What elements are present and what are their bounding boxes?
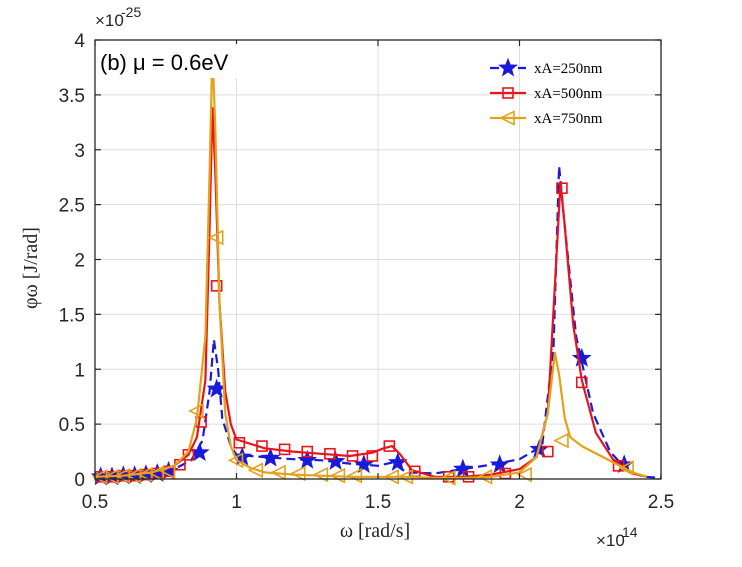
y-tick-label: 1	[74, 360, 85, 381]
y-tick-label: 2	[74, 251, 85, 272]
y-tick-label: 1.5	[59, 305, 85, 326]
y-multiplier-exponent: -25	[121, 4, 141, 20]
legend-label: xA=250nm	[534, 61, 603, 77]
legend-label: xA=750nm	[534, 111, 603, 127]
data-point	[353, 454, 374, 474]
legend-label: xA=500nm	[534, 86, 603, 102]
legend-marker	[502, 87, 514, 99]
x-tick-label: 1.5	[365, 492, 391, 513]
x-tick-label: 0.5	[82, 492, 108, 513]
legend: xA=250nm xA=500nm xA=750nm	[490, 57, 603, 127]
data-point	[618, 460, 634, 476]
data-point	[188, 403, 204, 419]
y-tick-label: 4	[74, 31, 85, 52]
series-line	[94, 106, 648, 478]
series-line	[94, 49, 648, 479]
legend-marker	[499, 110, 515, 126]
data-point	[553, 432, 569, 449]
y-tick-label: 0.5	[59, 415, 85, 436]
series-group	[90, 49, 662, 486]
y-tick-label: 2.5	[59, 196, 85, 217]
data-point	[247, 462, 264, 479]
panel-annotation: (b) μ = 0.6eV	[100, 50, 229, 75]
data-point	[207, 229, 224, 246]
x-tick-label: 2.5	[648, 492, 674, 513]
data-point	[516, 466, 532, 483]
x-multiplier-base: ×10	[596, 531, 625, 550]
y-multiplier: ×10 -25	[95, 4, 141, 30]
annotation-background	[97, 44, 272, 78]
data-point	[397, 469, 414, 485]
y-tick-label: 0	[74, 470, 85, 491]
data-point	[439, 470, 456, 486]
y-axis-label: φω [J/rad]	[20, 227, 42, 309]
data-point	[301, 445, 314, 458]
data-point	[541, 445, 554, 458]
grid	[94, 39, 662, 480]
x-multiplier-exponent: 14	[622, 524, 638, 540]
ticks: 0.5 1 1.5 2 2.500.511.522.533.54	[59, 31, 675, 513]
data-point	[159, 463, 176, 480]
data-point	[383, 440, 396, 452]
data-point	[324, 447, 336, 460]
series-2	[91, 49, 648, 486]
data-point	[278, 443, 291, 456]
data-point	[256, 440, 268, 452]
x-tick-label: 2	[514, 492, 525, 513]
series-0	[90, 165, 662, 486]
x-tick-label: 1	[231, 492, 242, 513]
data-point	[476, 469, 493, 485]
x-axis-label: ω [rad/s]	[340, 520, 410, 542]
data-point	[297, 449, 318, 469]
y-tick-label: 3.5	[59, 86, 85, 107]
legend-marker	[498, 57, 518, 77]
y-tick-label: 3	[74, 141, 85, 162]
data-point	[575, 376, 588, 389]
data-point	[289, 465, 306, 482]
y-multiplier-base: ×10	[95, 11, 124, 30]
data-point	[233, 436, 246, 449]
series-line	[94, 165, 662, 479]
data-point	[260, 447, 281, 467]
data-point	[270, 464, 286, 481]
data-point	[210, 280, 223, 292]
series-1	[94, 106, 648, 483]
x-multiplier: ×10 14	[596, 524, 638, 550]
data-point	[571, 347, 592, 367]
data-point	[346, 450, 359, 462]
data-point	[556, 182, 568, 194]
data-point	[312, 466, 329, 483]
data-point	[227, 452, 244, 469]
data-point	[148, 465, 165, 482]
data-point	[366, 450, 379, 462]
